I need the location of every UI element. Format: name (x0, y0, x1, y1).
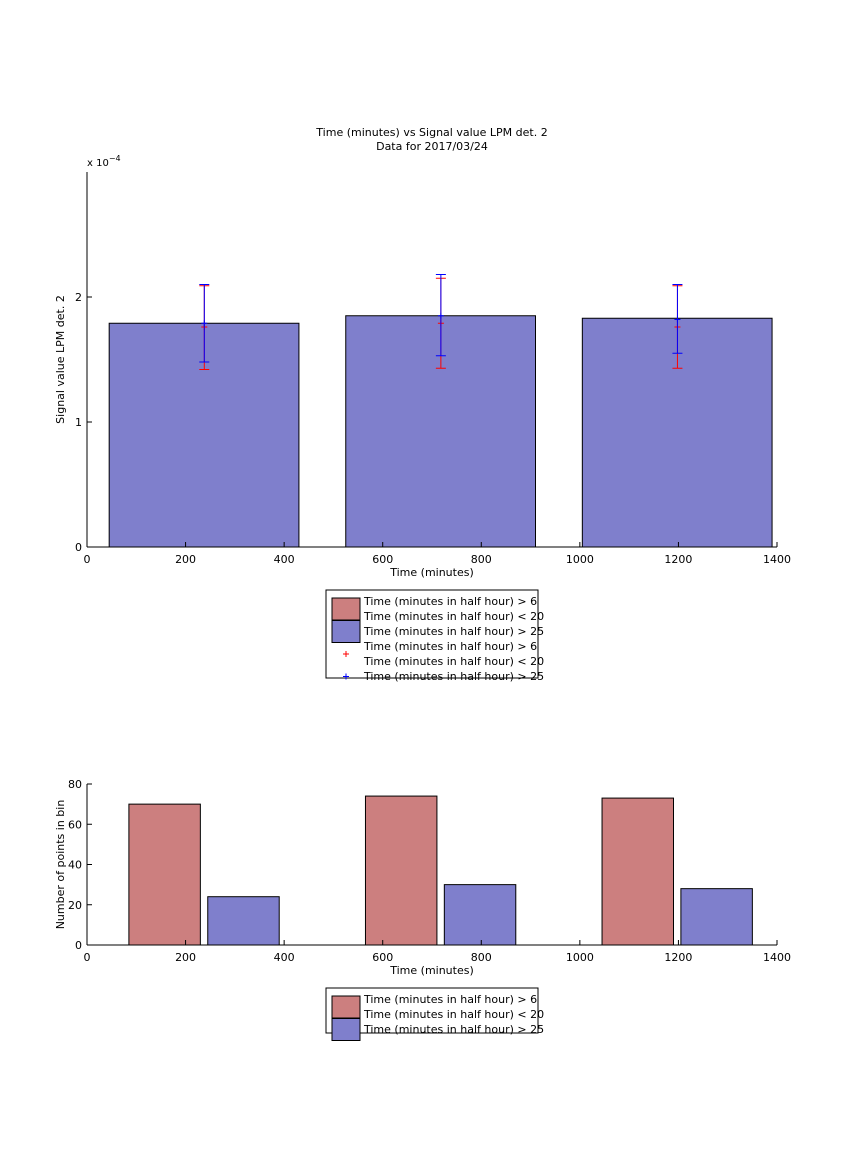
mean-marker-series-2 (674, 316, 681, 323)
count-y-tick-label: 80 (68, 778, 82, 791)
signal-y-tick-label: 2 (75, 291, 82, 304)
count-bar-series-1 (128, 803, 201, 946)
count-y-tick-label: 0 (75, 939, 82, 952)
signal-x-tick-label: 200 (175, 553, 196, 566)
count-bar-series-2 (680, 888, 753, 946)
legend-box (325, 589, 539, 679)
legend-swatch-bar (331, 620, 361, 643)
chart-subtitle: Data for 2017/03/24 (376, 140, 488, 153)
legend-entry-label: Time (minutes in half hour) > 6 (363, 640, 537, 653)
count-x-tick-label: 600 (372, 951, 393, 964)
legend-swatch-bar (331, 1018, 361, 1041)
count-x-tick-label: 1000 (566, 951, 594, 964)
signal-plot-legend: Time (minutes in half hour) > 6 Time (min… (325, 589, 544, 683)
signal-x-axis-label: Time (minutes) (389, 566, 474, 579)
chart-title: Time (minutes) vs Signal value LPM det. … (315, 126, 547, 139)
count-bar-series-2 (207, 896, 280, 946)
signal-y-tick-label: 1 (75, 416, 82, 429)
count-x-tick-label: 200 (175, 951, 196, 964)
count-bar-series-1 (364, 795, 438, 946)
count-plot-legend: Time (minutes in half hour) > 6 Time (min… (325, 987, 544, 1041)
legend-swatch-marker (343, 673, 349, 680)
y-axis-exponent-power: −4 (109, 154, 121, 163)
y-axis-exponent-base: x 10 (87, 158, 109, 169)
count-x-axis-label: Time (minutes) (389, 964, 474, 977)
legend-entry-label: Time (minutes in half hour) > 25 (363, 625, 544, 638)
y-axis-exponent: x 10−4 (87, 154, 121, 169)
legend-swatch-bar (331, 597, 361, 621)
mean-marker-series-2 (201, 320, 208, 327)
count-y-tick-label: 60 (68, 818, 82, 831)
count-x-tick-label: 1400 (763, 951, 791, 964)
legend-swatch-marker (343, 651, 349, 657)
signal-x-tick-label: 1000 (566, 553, 594, 566)
legend-entry-label: Time (minutes in half hour) < 20 (363, 655, 544, 668)
legend-box (325, 987, 539, 1034)
legend-entry-label: Time (minutes in half hour) > 25 (363, 1023, 544, 1036)
count-y-tick-label: 40 (68, 859, 82, 872)
signal-plot: Time (minutes) vs Signal value LPM det. … (54, 126, 791, 579)
legend-entry-label: Time (minutes in half hour) < 20 (363, 610, 544, 623)
signal-x-tick-label: 400 (274, 553, 295, 566)
count-plot: 0 200 400 600 800 1000 1200 1400 0 20 40 60 80 Time (… (54, 778, 791, 977)
count-x-tick-label: 800 (471, 951, 492, 964)
count-y-axis-label: Number of points in bin (54, 800, 67, 930)
signal-x-tick-label: 1400 (763, 553, 791, 566)
mean-marker-series-2 (437, 312, 444, 319)
signal-x-tick-label: 800 (471, 553, 492, 566)
legend-entry-label: Time (minutes in half hour) > 25 (363, 670, 544, 683)
count-y-tick-label: 20 (68, 899, 82, 912)
signal-x-tick-label: 600 (372, 553, 393, 566)
count-x-tick-label: 1200 (664, 951, 692, 964)
legend-entry-label: Time (minutes in half hour) > 6 (363, 993, 537, 1006)
legend-entry-label: Time (minutes in half hour) < 20 (363, 1008, 544, 1021)
count-x-tick-label: 400 (274, 951, 295, 964)
signal-y-axis-label: Signal value LPM det. 2 (54, 295, 67, 424)
count-bar-series-2 (443, 884, 517, 946)
count-bar-series-1 (601, 797, 674, 946)
count-x-tick-label: 0 (84, 951, 91, 964)
legend-entry-label: Time (minutes in half hour) > 6 (363, 595, 537, 608)
signal-x-tick-label: 1200 (664, 553, 692, 566)
legend-swatch-bar (331, 995, 361, 1019)
signal-x-tick-label: 0 (84, 553, 91, 566)
signal-y-tick-label: 0 (75, 541, 82, 554)
